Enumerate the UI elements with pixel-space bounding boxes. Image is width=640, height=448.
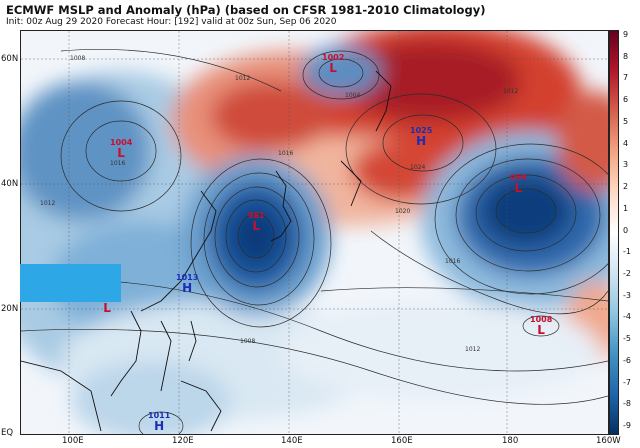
anomaly-field	[21, 31, 608, 434]
low-center-1: 1002 L	[322, 53, 345, 75]
colorbar-tick-label: -7	[623, 377, 631, 387]
isobar-label: 1016	[278, 150, 294, 157]
isobar-label: 1020	[395, 208, 411, 215]
colorbar-tick-label: 1	[623, 203, 629, 213]
isobar-label: 1012	[235, 75, 251, 82]
chart-subtitle: Init: 00z Aug 29 2020 Forecast Hour: [19…	[6, 17, 337, 27]
anomaly-map	[20, 30, 609, 435]
colorbar-tick-label: -9	[623, 421, 631, 430]
lat-label: 40N	[1, 179, 19, 189]
isobar-label: 1012	[465, 346, 481, 353]
high-center-3: 1011 H	[148, 411, 171, 433]
isobar-label: 1012	[503, 88, 519, 95]
colorbar-tick-label: 5	[623, 116, 629, 126]
isobar-label: 1016	[445, 258, 461, 265]
colorbar-tick-label: -8	[623, 399, 631, 409]
lon-label: 160W	[596, 436, 621, 446]
lat-label: 60N	[1, 54, 19, 64]
lon-label: 140E	[281, 436, 303, 446]
colorbar-tick-label: -2	[623, 268, 631, 278]
graticule	[21, 31, 608, 434]
lon-label: 120E	[172, 436, 194, 446]
isobar-label: 1016	[110, 160, 126, 167]
lon-label: 180	[502, 436, 519, 446]
isobar-label: 1008	[240, 338, 256, 345]
low-center-3: 999 L	[510, 173, 527, 195]
colorbar-tick-label: -1	[623, 247, 631, 257]
colorbar-tick-label: 6	[623, 95, 629, 105]
low-center-4: 1013L	[103, 301, 111, 315]
isobar-label: 1012	[40, 200, 56, 207]
lat-label: 20N	[1, 304, 19, 314]
colorbar-tick-label: -6	[623, 355, 631, 365]
colorbar-tick-label: 3	[623, 160, 629, 170]
isobar-label: 1024	[410, 164, 426, 171]
isobar-label: 1004	[345, 92, 361, 99]
colorbar-tick-label: 7	[623, 73, 629, 83]
isobar-label: 1008	[70, 55, 86, 62]
colorbar-tick-label: 2	[623, 182, 629, 192]
colorbar-tick-label: -3	[623, 290, 631, 300]
lon-label: 160E	[391, 436, 413, 446]
colorbar-tick-label: 4	[623, 138, 629, 148]
low-center-typhoon: 981 L	[248, 211, 265, 233]
lat-label: EQ	[1, 428, 14, 438]
coastlines	[21, 70, 392, 432]
colorbar-tick-label: 9	[623, 30, 629, 39]
chart-title: ECMWF MSLP and Anomaly (hPa) (based on C…	[6, 3, 486, 17]
colorbar-tick-label: -5	[623, 334, 631, 344]
high-center-1: 1025 H	[410, 126, 433, 148]
low-center-2: 1004 L	[110, 138, 133, 160]
colorbar-tick-label: -4	[623, 312, 631, 322]
colorbar-tick-label: 0	[623, 225, 629, 235]
low-center-5: 1008 L	[530, 315, 553, 337]
colorbar-tick-label: 8	[623, 51, 629, 61]
high-center-2: 1013 H	[176, 273, 199, 295]
redacted-box	[20, 264, 121, 302]
lon-label: 100E	[62, 436, 84, 446]
colorbar	[609, 30, 619, 435]
